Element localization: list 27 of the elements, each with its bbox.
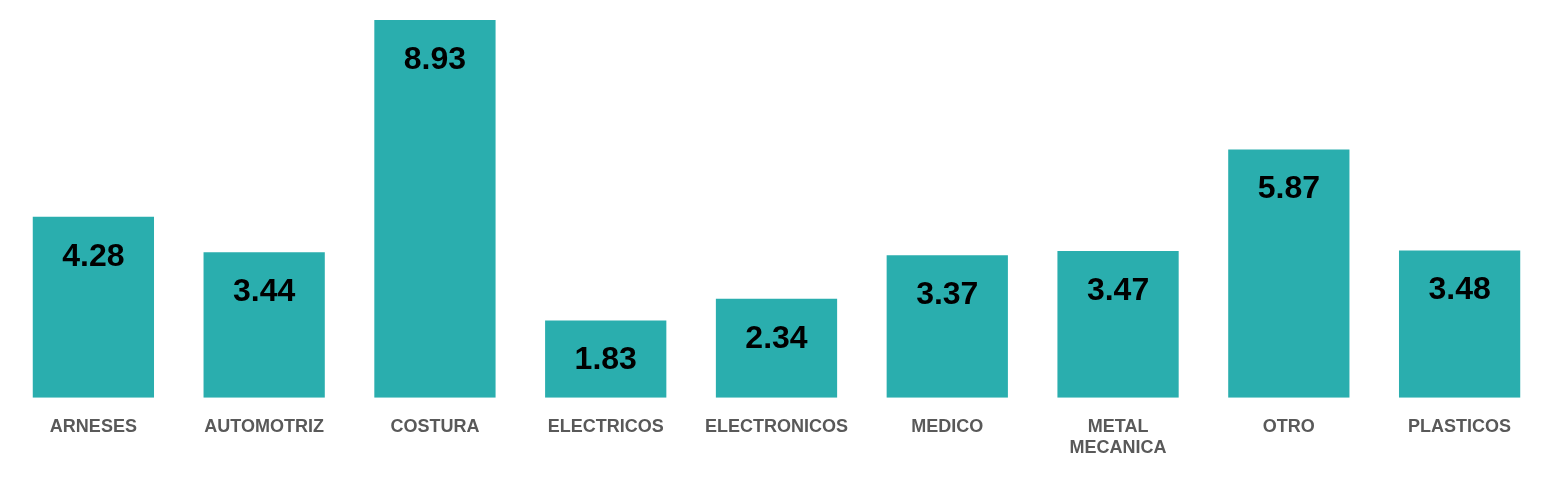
bar bbox=[32, 216, 155, 398]
bar bbox=[203, 252, 325, 398]
x-tick-label: MEDICO bbox=[911, 415, 984, 436]
bar bbox=[374, 20, 496, 398]
data-label: 1.83 bbox=[574, 340, 637, 377]
data-label: 4.28 bbox=[62, 236, 125, 273]
x-tick-label: PLASTICOS bbox=[1408, 415, 1512, 436]
bar bbox=[545, 320, 667, 398]
bar bbox=[715, 298, 838, 398]
bar bbox=[1057, 251, 1179, 398]
data-label: 3.37 bbox=[916, 275, 979, 312]
bar bbox=[1228, 149, 1350, 398]
data-label: 8.93 bbox=[403, 39, 467, 76]
x-tick-label: COSTURA bbox=[390, 415, 480, 436]
x-tick-label: AUTOMOTRIZ bbox=[204, 415, 324, 436]
data-label: 2.34 bbox=[745, 318, 808, 355]
x-tick-label: ELECTRICOS bbox=[547, 415, 664, 436]
data-label: 3.47 bbox=[1086, 270, 1150, 307]
data-label: 3.48 bbox=[1428, 270, 1491, 307]
x-tick-label: METAL MECANICA bbox=[1069, 415, 1167, 458]
x-tick-label: ELECTRONICOS bbox=[704, 415, 849, 436]
x-tick-label: OTRO bbox=[1262, 415, 1315, 436]
x-tick-label: ARNESES bbox=[49, 415, 137, 436]
data-label: 3.44 bbox=[233, 272, 296, 309]
data-label: 5.87 bbox=[1257, 169, 1320, 206]
bar bbox=[1398, 250, 1521, 398]
bar bbox=[886, 255, 1008, 398]
